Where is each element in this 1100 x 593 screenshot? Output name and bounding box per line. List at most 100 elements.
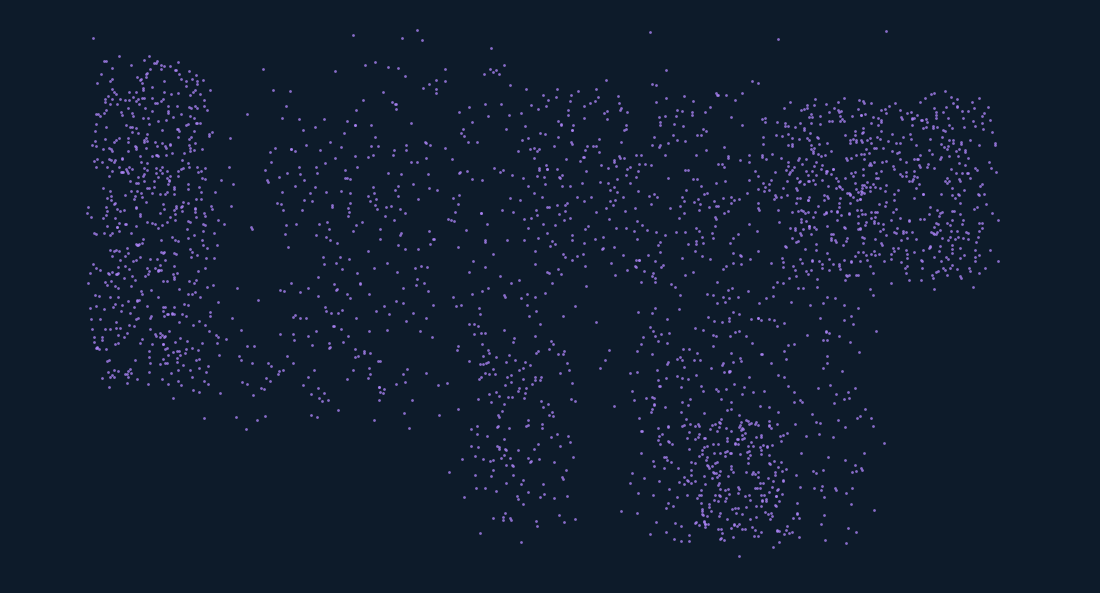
Point: [514, 364, 531, 373]
Point: [186, 278, 204, 287]
Point: [672, 407, 690, 417]
Point: [123, 109, 141, 118]
Point: [546, 240, 563, 249]
Point: [837, 153, 855, 162]
Point: [785, 265, 803, 275]
Point: [96, 324, 113, 333]
Point: [970, 251, 988, 260]
Point: [387, 296, 405, 305]
Point: [851, 463, 869, 473]
Point: [704, 420, 722, 430]
Point: [790, 134, 807, 144]
Point: [757, 293, 774, 302]
Point: [849, 104, 867, 114]
Point: [873, 219, 891, 229]
Point: [462, 424, 480, 433]
Point: [576, 224, 594, 234]
Point: [723, 198, 740, 208]
Point: [921, 145, 938, 155]
Point: [85, 156, 102, 165]
Point: [152, 247, 169, 256]
Point: [528, 210, 546, 219]
Point: [942, 232, 959, 242]
Point: [784, 513, 802, 522]
Point: [711, 490, 728, 500]
Point: [597, 114, 615, 124]
Point: [739, 441, 757, 451]
Point: [820, 181, 837, 190]
Point: [365, 415, 383, 425]
Point: [374, 389, 392, 398]
Point: [725, 248, 742, 257]
Point: [156, 312, 174, 321]
Point: [563, 378, 581, 388]
Point: [701, 499, 718, 508]
Point: [254, 64, 272, 74]
Point: [530, 454, 548, 464]
Point: [427, 85, 444, 94]
Point: [698, 460, 716, 470]
Point: [197, 263, 215, 272]
Point: [772, 457, 790, 467]
Point: [975, 189, 992, 199]
Point: [540, 202, 558, 212]
Point: [194, 174, 211, 183]
Point: [874, 225, 892, 234]
Point: [613, 103, 630, 113]
Point: [177, 311, 195, 321]
Point: [637, 393, 654, 403]
Point: [854, 170, 871, 180]
Point: [610, 98, 628, 107]
Point: [789, 193, 806, 202]
Point: [756, 117, 773, 127]
Point: [531, 129, 549, 138]
Point: [370, 395, 387, 404]
Point: [739, 416, 757, 426]
Point: [818, 192, 836, 201]
Point: [109, 331, 126, 340]
Point: [849, 211, 867, 221]
Point: [879, 136, 896, 146]
Point: [792, 214, 810, 224]
Point: [307, 182, 324, 192]
Point: [923, 149, 940, 159]
Point: [416, 279, 433, 288]
Point: [145, 58, 163, 68]
Point: [932, 152, 949, 162]
Point: [690, 205, 707, 215]
Point: [752, 114, 770, 124]
Point: [656, 463, 673, 473]
Point: [834, 241, 851, 250]
Point: [725, 521, 742, 530]
Point: [866, 234, 883, 244]
Point: [103, 267, 121, 277]
Point: [156, 256, 174, 265]
Point: [614, 250, 631, 260]
Point: [901, 130, 918, 139]
Point: [601, 185, 618, 195]
Point: [927, 113, 945, 122]
Point: [668, 492, 685, 501]
Point: [925, 104, 943, 113]
Point: [866, 505, 883, 515]
Point: [703, 228, 720, 237]
Point: [114, 273, 132, 283]
Point: [798, 133, 815, 143]
Point: [945, 98, 962, 107]
Point: [120, 95, 138, 105]
Point: [537, 179, 554, 189]
Point: [820, 254, 837, 264]
Point: [451, 190, 469, 200]
Point: [710, 524, 727, 534]
Point: [353, 218, 371, 227]
Point: [562, 438, 580, 447]
Point: [516, 388, 534, 398]
Point: [723, 283, 740, 292]
Point: [854, 165, 871, 174]
Point: [88, 78, 106, 88]
Point: [95, 144, 112, 153]
Point: [789, 509, 806, 519]
Point: [152, 333, 169, 342]
Point: [327, 154, 344, 163]
Point: [891, 169, 909, 178]
